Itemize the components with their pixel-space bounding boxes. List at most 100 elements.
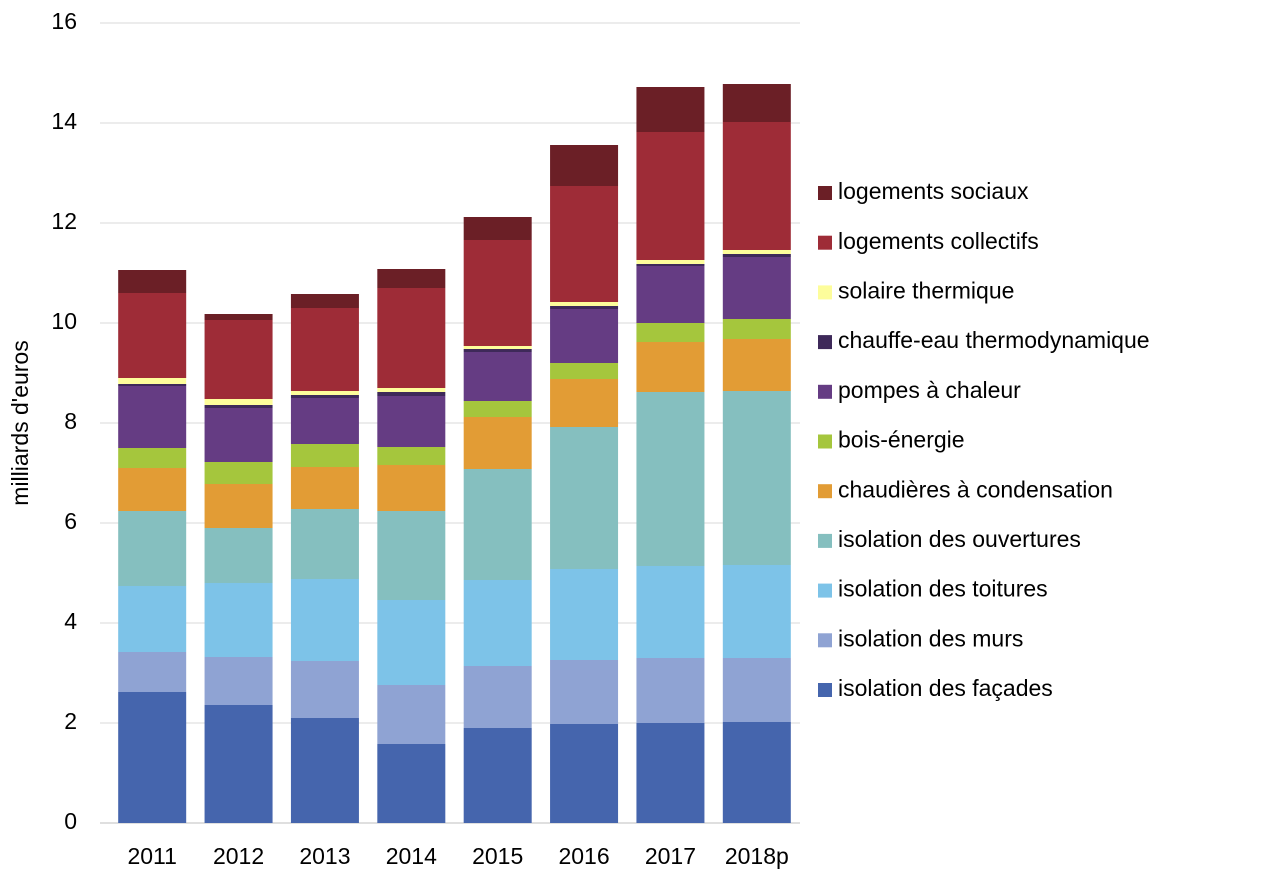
bar-segment <box>550 309 619 363</box>
bar-segment <box>118 270 187 293</box>
bar-segment <box>377 685 446 744</box>
bar-segment <box>636 342 705 392</box>
bar-segment <box>290 579 359 661</box>
bar-segment <box>463 666 532 728</box>
bar-segment <box>118 448 187 468</box>
bar-segment <box>290 398 359 444</box>
bar-segment <box>636 323 705 342</box>
bar-segment <box>636 266 705 323</box>
bar-segment <box>722 565 791 658</box>
y-axis-label: milliards d'euros <box>7 340 33 505</box>
bar-segment <box>722 254 791 257</box>
bar-segment <box>290 509 359 579</box>
bar-segment <box>722 391 791 565</box>
bar-segment <box>636 260 705 264</box>
bar-segment <box>463 349 532 352</box>
bar-segment <box>204 462 273 484</box>
bar-segment <box>377 600 446 685</box>
y-tick-label: 12 <box>51 208 77 234</box>
legend-label: isolation des ouvertures <box>838 526 1081 552</box>
bar-segment <box>550 660 619 724</box>
y-tick-label: 14 <box>51 108 77 134</box>
bar-segment <box>290 391 359 395</box>
bar-segment <box>550 145 619 186</box>
y-tick-label: 2 <box>64 708 77 734</box>
bar-segment <box>722 319 791 339</box>
bar-segment <box>636 658 705 723</box>
x-tick-label: 2016 <box>558 843 609 869</box>
bar-segment <box>204 320 273 399</box>
bar-segment <box>118 511 187 586</box>
bar-segment <box>204 528 273 583</box>
x-tick-label: 2018p <box>725 843 789 869</box>
bar-segment <box>118 586 187 652</box>
legend-label: isolation des murs <box>838 625 1023 651</box>
bar-segment <box>550 427 619 569</box>
legend-swatch <box>818 484 832 499</box>
bar-segment <box>377 269 446 288</box>
bar-segment <box>118 386 187 448</box>
legend-swatch <box>818 683 832 697</box>
bar-segment <box>722 257 791 319</box>
bar-segment <box>550 306 619 309</box>
bar-segment <box>118 652 187 692</box>
y-tick-label: 6 <box>64 508 77 534</box>
bar-segment <box>377 447 446 465</box>
y-tick-label: 16 <box>51 8 77 34</box>
bar-segment <box>290 661 359 718</box>
bar-segment <box>636 566 705 658</box>
legend-label: logements collectifs <box>838 228 1039 254</box>
bar-segment <box>118 384 187 386</box>
bar-segment <box>204 408 273 462</box>
bar-segment <box>118 293 187 378</box>
bar-segment <box>118 468 187 511</box>
y-tick-label: 4 <box>64 608 77 634</box>
bar-segment <box>722 722 791 823</box>
legend-label: pompes à chaleur <box>838 377 1021 403</box>
bar-segment <box>636 87 705 132</box>
bar-segment <box>204 657 273 705</box>
legend-swatch <box>818 285 832 300</box>
legend-label: isolation des façades <box>838 675 1053 701</box>
bar-segment <box>550 302 619 306</box>
bar-segment <box>204 314 273 320</box>
bar-segment <box>722 339 791 391</box>
legend-label: solaire thermique <box>838 277 1014 303</box>
bar-segment <box>290 395 359 398</box>
legend-label: chaudières à condensation <box>838 476 1113 502</box>
bar-segment <box>463 417 532 469</box>
bar-segment <box>204 583 273 657</box>
bar-segment <box>377 392 446 396</box>
bar-segment <box>377 511 446 600</box>
bar-segment <box>118 378 187 384</box>
bar-segment <box>377 744 446 823</box>
bar-segment <box>550 379 619 427</box>
bar-segment <box>550 363 619 379</box>
bar-segment <box>377 465 446 511</box>
legend-swatch <box>818 533 832 548</box>
bar-segment <box>204 399 273 405</box>
bar-segment <box>722 250 791 254</box>
legend-swatch <box>818 235 832 250</box>
legend-label: isolation des toitures <box>838 576 1048 602</box>
x-tick-label: 2015 <box>472 843 523 869</box>
bar-segment <box>290 718 359 823</box>
bar-segment <box>550 724 619 823</box>
x-tick-label: 2017 <box>645 843 696 869</box>
legend-label: bois-énergie <box>838 427 965 453</box>
bar-segment <box>463 728 532 823</box>
bar-segment <box>463 346 532 349</box>
bar-segment <box>204 705 273 823</box>
bar-segment <box>377 388 446 392</box>
bar-segment <box>722 122 791 250</box>
bar-segment <box>463 401 532 417</box>
legend-swatch <box>818 186 832 200</box>
bar-segment <box>118 692 187 823</box>
legend-label: chauffe-eau thermodynamique <box>838 327 1150 353</box>
bar-segment <box>463 469 532 580</box>
bar-segment <box>463 217 532 240</box>
bar-segment <box>377 396 446 447</box>
legend-label: logements sociaux <box>838 178 1029 204</box>
y-tick-label: 10 <box>51 308 77 334</box>
legend-swatch <box>818 633 832 648</box>
